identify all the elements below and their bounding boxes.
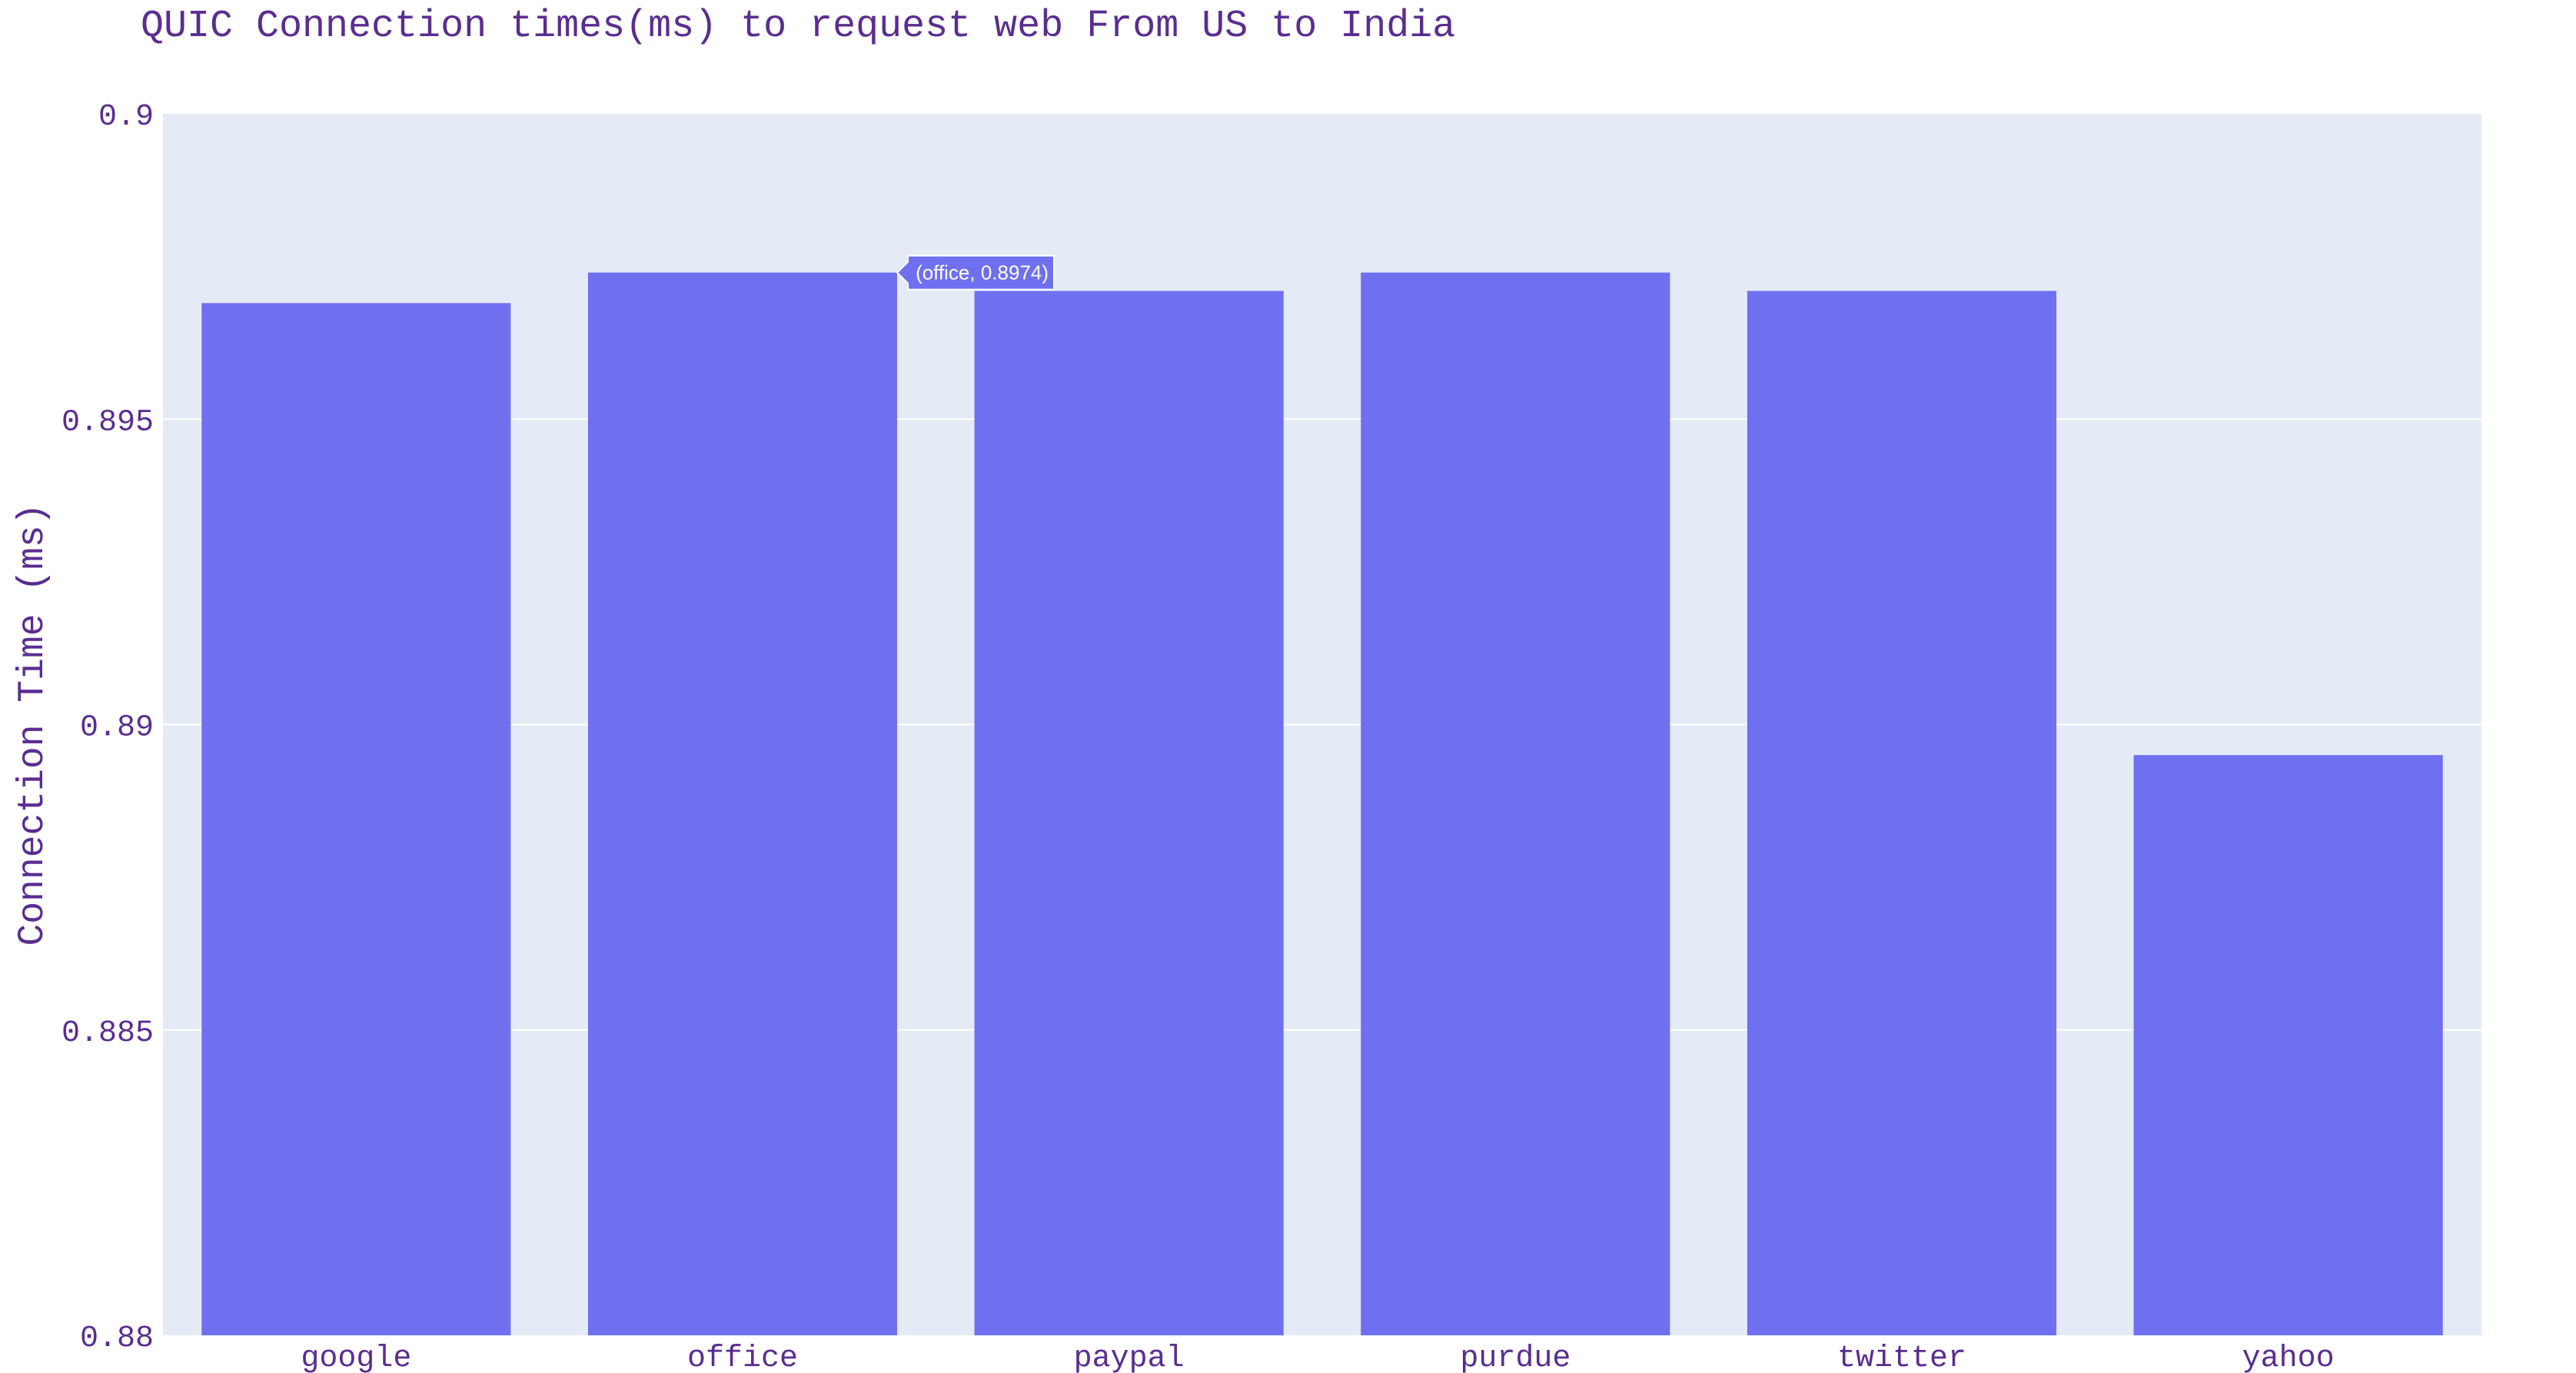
x-tick-label: twitter (1837, 1341, 1966, 1373)
y-tick-label: 0.885 (61, 1016, 154, 1051)
bar-google[interactable] (201, 303, 511, 1335)
y-tick-label: 0.88 (80, 1321, 154, 1356)
bar-yahoo[interactable] (2133, 755, 2443, 1335)
x-tick-label: office (687, 1341, 798, 1373)
y-axis-ticks: 0.88 0.885 0.89 0.895 0.9 (61, 100, 154, 1356)
bars[interactable] (201, 272, 2443, 1335)
x-axis-ticks: google office paypal purdue twitter yahoo (301, 1341, 2334, 1373)
bar-office[interactable] (587, 272, 898, 1335)
chart-title: QUIC Connection times(ms) to request web… (141, 5, 1455, 48)
y-axis-label: Connection Time (ms) (12, 503, 54, 946)
x-tick-label: yahoo (2242, 1341, 2335, 1373)
x-tick-label: google (301, 1341, 411, 1373)
bar-twitter[interactable] (1747, 291, 2057, 1335)
hover-box (896, 254, 1055, 291)
bar-purdue[interactable] (1361, 272, 1670, 1335)
hover-text: (office, 0.8974) (916, 261, 1049, 284)
hover-tooltip: (office, 0.8974) (896, 254, 1055, 291)
y-tick-label: 0.895 (61, 405, 154, 440)
y-tick-label: 0.89 (80, 711, 154, 746)
bar-paypal[interactable] (974, 291, 1284, 1335)
gridlines (163, 418, 2481, 1031)
y-tick-label: 0.9 (98, 100, 154, 135)
x-tick-label: paypal (1074, 1341, 1185, 1373)
x-tick-label: purdue (1460, 1341, 1571, 1373)
